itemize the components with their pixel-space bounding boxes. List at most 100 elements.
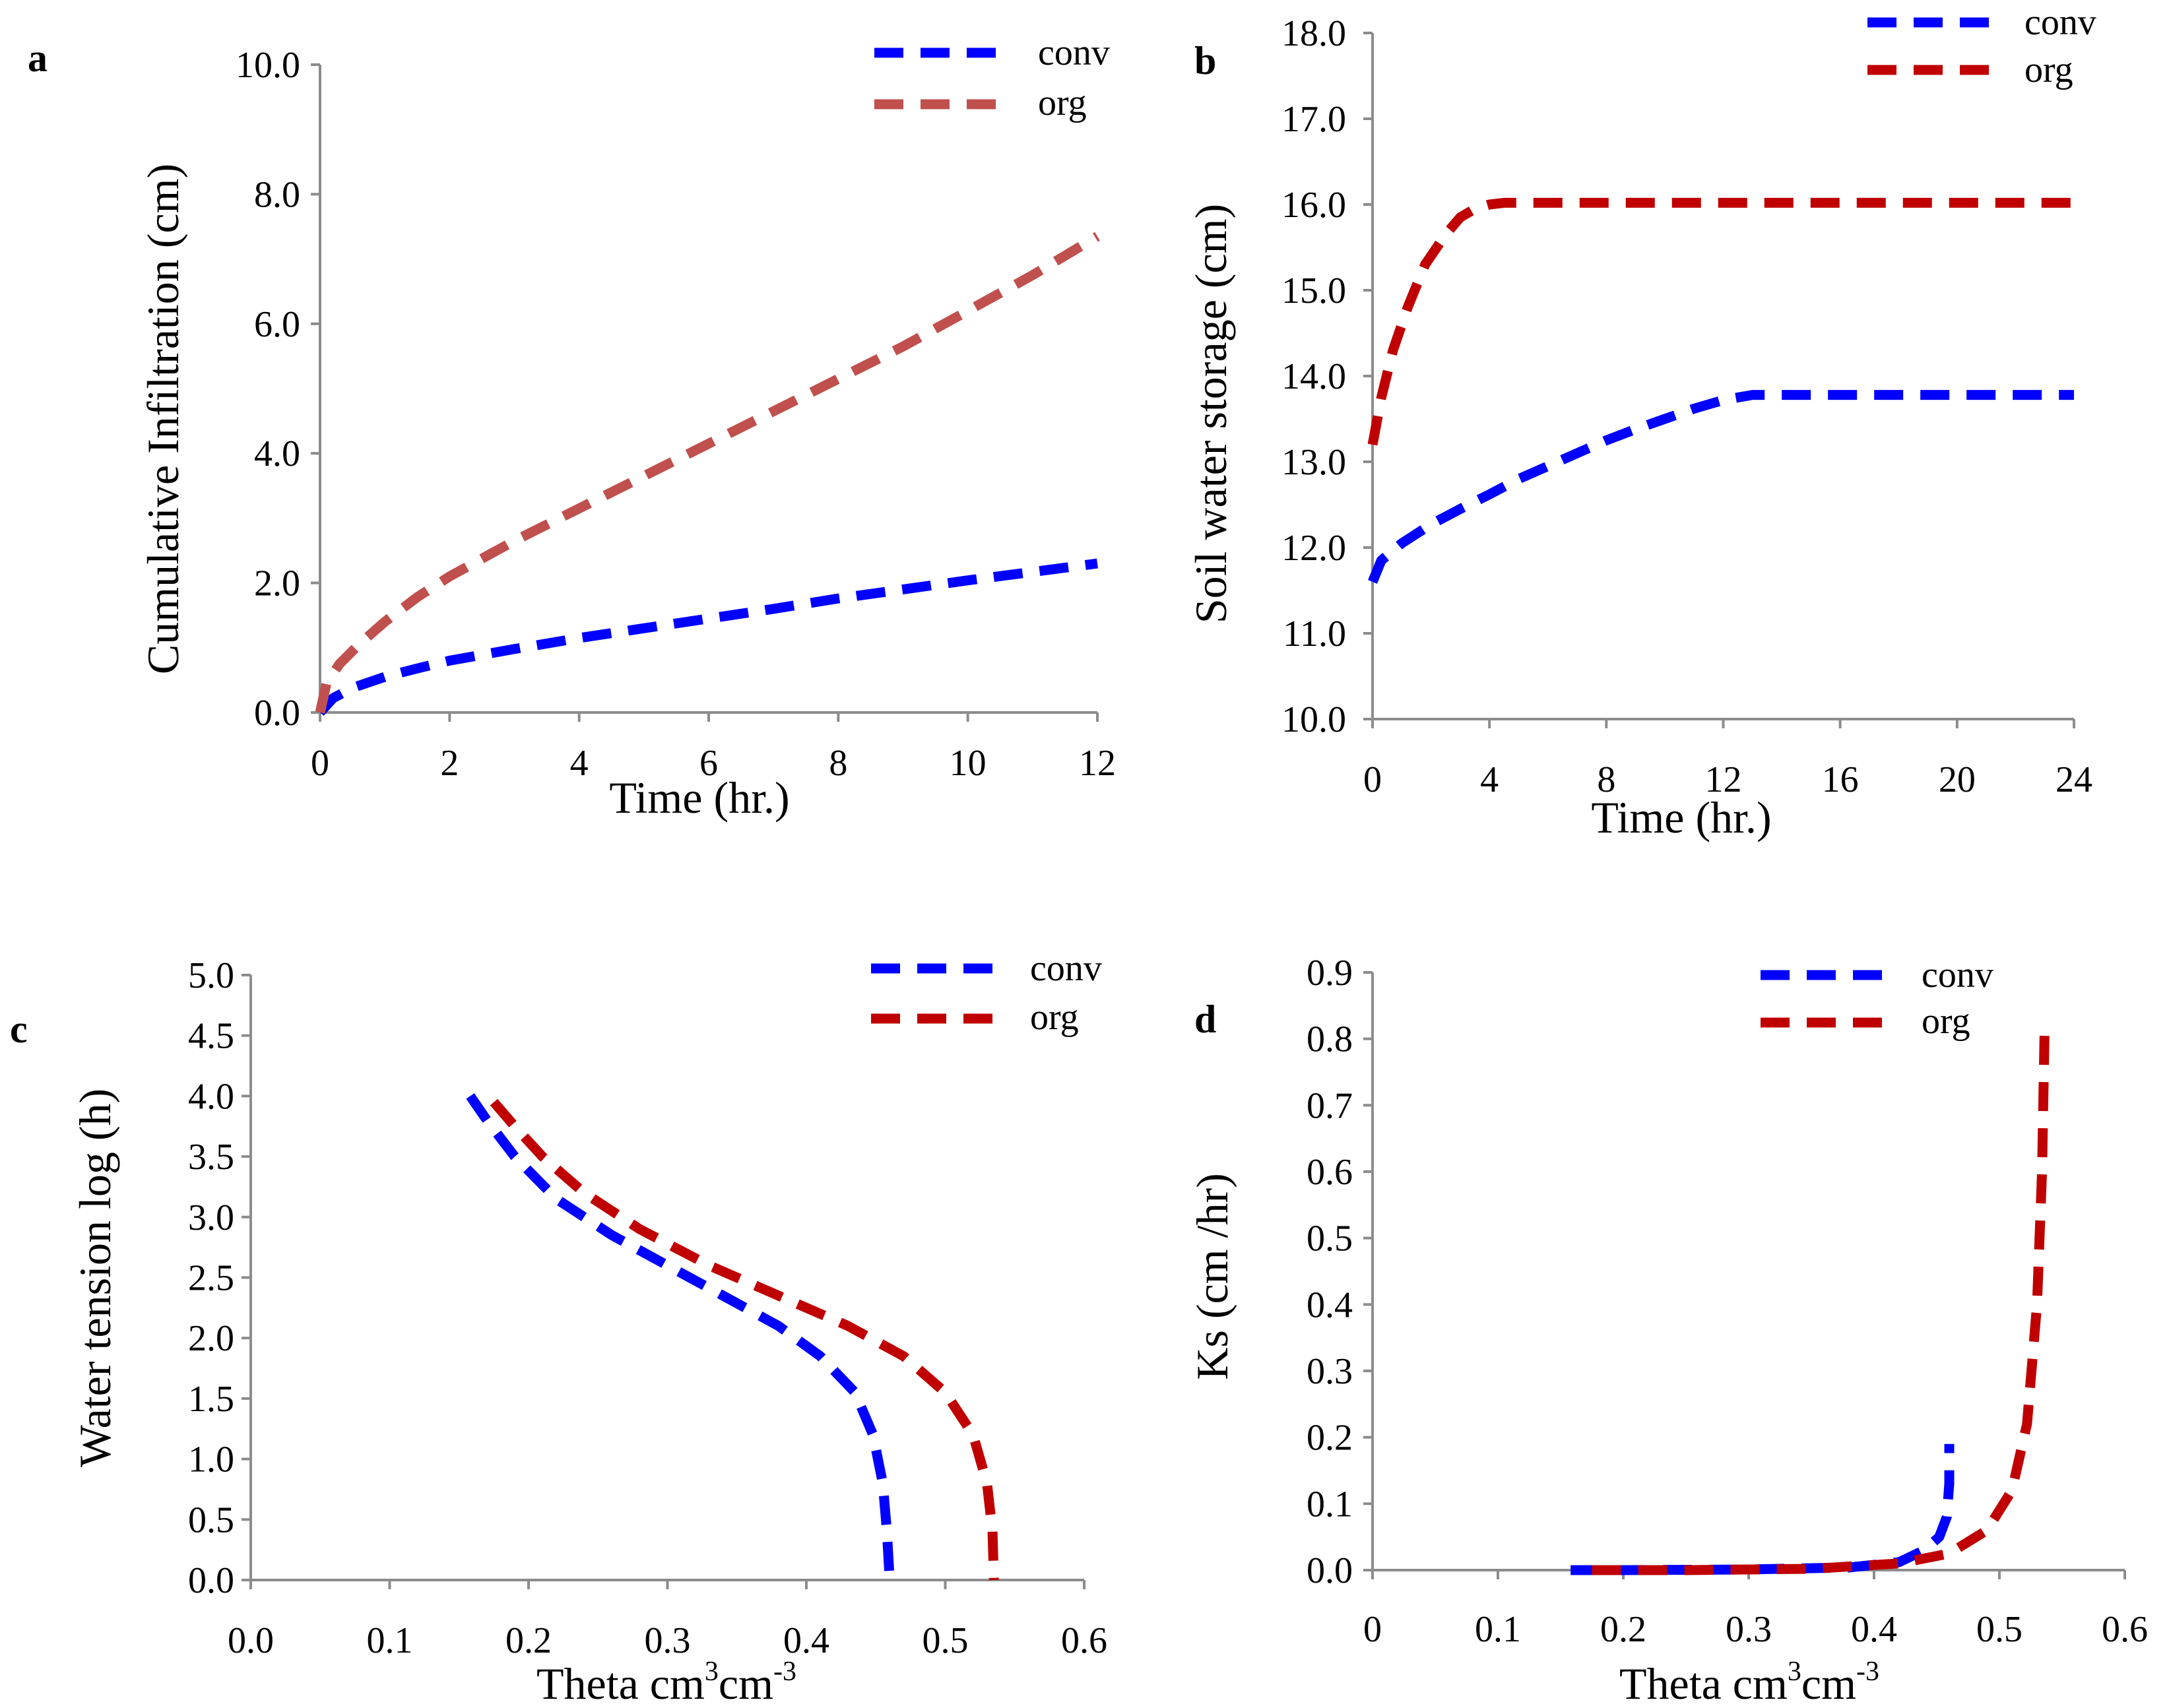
x-tick-label: 0.1 xyxy=(1475,1609,1521,1650)
y-tick-label: 2.0 xyxy=(254,563,300,604)
x-tick-label: 0.5 xyxy=(923,1620,969,1661)
y-tick-label: 0.6 xyxy=(1307,1152,1353,1193)
series-line-conv xyxy=(1368,390,2074,584)
y-tick-label: 3.5 xyxy=(188,1137,234,1178)
x-tick-label: 2 xyxy=(440,743,459,784)
y-tick-label: 0.0 xyxy=(254,693,300,734)
panel-a-x-ticks: 0 2 4 6 8 10 12 xyxy=(311,712,1116,784)
x-tick-label: 0.6 xyxy=(1061,1620,1107,1661)
y-tick-label: 0.8 xyxy=(1307,1019,1353,1060)
y-tick-label: 11.0 xyxy=(1283,614,1346,654)
panel-a-x-axis-label: Time (hr.) xyxy=(609,773,789,823)
x-tick-label: 0.4 xyxy=(783,1620,829,1661)
y-tick-label: 6.0 xyxy=(254,304,300,345)
y-tick-label: 3.0 xyxy=(188,1197,234,1238)
series-line-org xyxy=(1367,197,2074,446)
y-tick-label: 10.0 xyxy=(236,45,300,86)
panel-c-axes xyxy=(249,975,1084,1581)
panel-d-axes xyxy=(1371,972,2125,1571)
y-tick-label: 12.0 xyxy=(1281,528,1346,569)
panel-c-y-axis-label: Water tension log (h) xyxy=(70,1089,120,1467)
x-tick-label: 6 xyxy=(699,743,718,784)
panel-c: c 0.00.51.01.52.02.53.03.54.04.55.0 0.0 0… xyxy=(10,948,1107,1708)
y-tick-label: 0.4 xyxy=(1307,1284,1353,1325)
panel-d-x-label-sup1: 3 xyxy=(1788,1657,1801,1687)
panel-a-series xyxy=(315,232,1100,716)
panel-b-letter: b xyxy=(1194,39,1216,82)
panel-c-legend-label-conv: conv xyxy=(1030,948,1102,989)
panel-d-x-ticks: 0 0.1 0.2 0.3 0.4 0.5 0.6 xyxy=(1363,1570,2148,1650)
series-line-conv xyxy=(466,1093,895,1581)
panel-d-series xyxy=(1570,1032,2050,1575)
panel-d-x-label-sup2: -3 xyxy=(1856,1657,1879,1687)
x-tick-label: 0.3 xyxy=(1726,1609,1772,1650)
x-tick-label: 10 xyxy=(950,743,987,784)
panel-d: d 0.0 0.1 0.2 0.3 0.4 0.5 0.6 0.7 0.8 0.9 0 0.1 0.2… xyxy=(1187,953,2148,1708)
y-tick-label: 0.0 xyxy=(188,1560,234,1601)
panel-b-x-ticks: 0 4 8 12 16 20 24 xyxy=(1363,719,2092,800)
panel-d-letter: d xyxy=(1194,997,1216,1041)
y-tick-label: 0.3 xyxy=(1307,1351,1353,1392)
panel-a-letter: a xyxy=(28,36,48,80)
panel-a-legend-label-org: org xyxy=(1038,82,1087,123)
panel-b-legend-label-conv: conv xyxy=(2024,2,2096,43)
x-tick-label: 0 xyxy=(311,743,329,784)
x-tick-label: 0.5 xyxy=(1976,1609,2023,1650)
panel-c-series xyxy=(466,1093,999,1581)
y-tick-label: 2.0 xyxy=(188,1318,234,1359)
panel-c-legend: conv org xyxy=(871,948,1102,1038)
y-tick-label: 4.0 xyxy=(188,1076,234,1117)
panel-b-y-ticks: 10.0 11.0 12.0 13.0 14.0 15.0 16.0 17.0 18.0 xyxy=(1281,13,1373,740)
series-line-conv xyxy=(316,558,1098,716)
panel-a: a 0.0 2.0 4.0 6.0 8.0 10.0 0 2 4 6 8 10 12 Cumulati… xyxy=(28,32,1116,823)
panel-c-x-label-sup2: -3 xyxy=(773,1657,796,1687)
y-tick-label: 2.5 xyxy=(188,1258,234,1299)
x-tick-label: 0 xyxy=(1363,1609,1382,1650)
y-tick-label: 14.0 xyxy=(1281,356,1346,397)
panel-d-x-label-main: Theta cm xyxy=(1619,1659,1788,1708)
x-tick-label: 0.3 xyxy=(645,1620,691,1661)
x-tick-label: 0.6 xyxy=(2102,1609,2148,1650)
panel-d-x-label-mid: cm xyxy=(1801,1659,1856,1708)
x-tick-label: 16 xyxy=(1822,759,1859,800)
y-tick-label: 4.0 xyxy=(254,433,300,474)
panel-c-x-label-sup1: 3 xyxy=(705,1657,719,1687)
panel-d-legend-label-org: org xyxy=(1922,1001,1970,1042)
panel-d-legend-label-conv: conv xyxy=(1922,955,1993,996)
y-tick-label: 8.0 xyxy=(254,174,300,215)
x-tick-label: 0.2 xyxy=(505,1620,552,1661)
y-tick-label: 1.0 xyxy=(188,1439,234,1480)
series-line-org xyxy=(1592,1032,2050,1575)
y-tick-label: 0.5 xyxy=(1307,1218,1353,1259)
x-tick-label: 12 xyxy=(1705,759,1742,800)
panel-a-y-axis-label: Cumulative Infiltration (cm) xyxy=(138,164,188,674)
x-tick-label: 0 xyxy=(1363,759,1382,800)
panel-c-y-ticks: 0.0 0.5 1.0 1.5 2.0 2.5 3.0 3.5 4.0 4.5 5.0 xyxy=(188,955,251,1601)
x-tick-label: 24 xyxy=(2056,759,2092,800)
panel-b-axes xyxy=(1371,33,2074,720)
y-tick-label: 5.0 xyxy=(188,955,234,996)
y-tick-label: 10.0 xyxy=(1281,699,1346,740)
x-tick-label: 8 xyxy=(829,743,847,784)
panel-d-legend: conv org xyxy=(1761,955,1993,1042)
x-tick-label: 0.2 xyxy=(1600,1609,1646,1650)
x-tick-label: 4 xyxy=(570,743,589,784)
y-tick-label: 13.0 xyxy=(1281,442,1346,483)
series-line-org xyxy=(315,232,1100,714)
series-line-conv xyxy=(1570,1443,1955,1575)
x-tick-label: 0.0 xyxy=(228,1620,274,1661)
x-tick-label: 0.4 xyxy=(1851,1609,1897,1650)
panel-b-legend-label-org: org xyxy=(2024,49,2073,90)
x-tick-label: 0.1 xyxy=(367,1620,413,1661)
panel-b-x-axis-label: Time (hr.) xyxy=(1591,792,1771,842)
panel-c-legend-label-org: org xyxy=(1030,997,1079,1038)
y-tick-label: 0.9 xyxy=(1307,953,1353,994)
x-tick-label: 4 xyxy=(1480,759,1499,800)
y-tick-label: 0.0 xyxy=(1307,1550,1353,1591)
y-tick-label: 0.1 xyxy=(1307,1484,1353,1525)
x-tick-label: 20 xyxy=(1939,759,1976,800)
panel-a-legend: conv org xyxy=(874,32,1110,123)
series-line-org xyxy=(490,1098,999,1581)
panel-c-x-axis-label: Theta cm3cm-3 xyxy=(536,1657,796,1708)
panel-c-x-ticks: 0.0 0.1 0.2 0.3 0.4 0.5 0.6 xyxy=(228,1580,1107,1661)
